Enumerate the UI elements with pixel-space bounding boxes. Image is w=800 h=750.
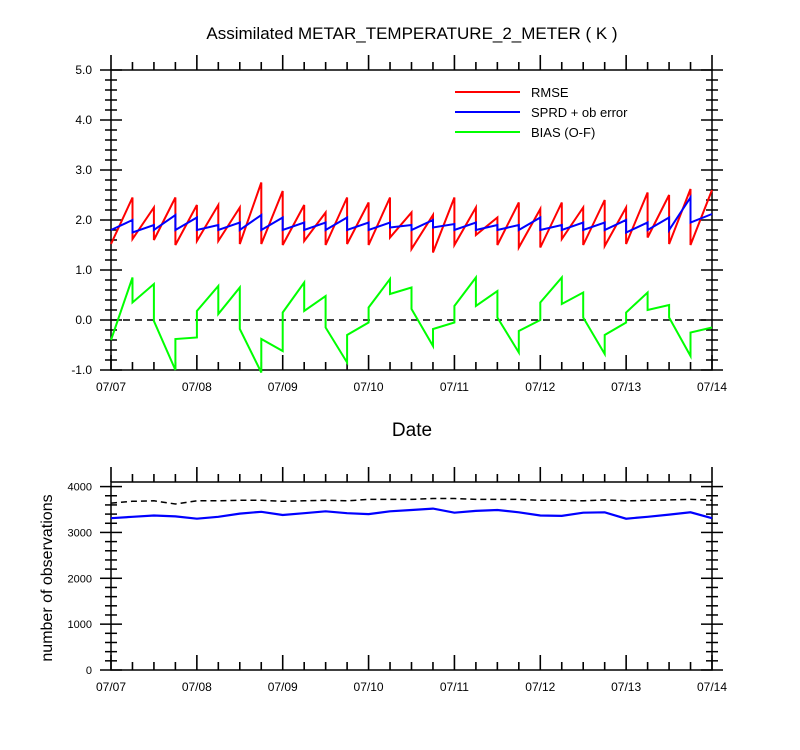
x-tick-label: 07/13 (611, 680, 641, 694)
possible-observations-line (110, 497, 713, 505)
x-tick-label: 07/09 (268, 380, 298, 394)
y-tick-label: 2.0 (75, 213, 92, 227)
y-axis-label-observations: number of observations (39, 494, 56, 661)
x-tick-label: 07/14 (697, 680, 727, 694)
bias-line (110, 274, 713, 373)
y-tick-label: 0.0 (75, 313, 92, 327)
x-tick-label: 07/14 (697, 380, 727, 394)
bottom-panel: 07/07 07/08 07/09 07/10 07/11 07/12 07/13 07/14… (68, 467, 727, 694)
y-tick-label: 3000 (68, 527, 92, 539)
y-tick-label: 3.0 (75, 163, 92, 177)
x-axis-label: Date (392, 420, 432, 441)
x-tick-label: 07/10 (354, 380, 384, 394)
x-tick-label: 07/12 (525, 680, 555, 694)
y-tick-label: 4.0 (75, 113, 92, 127)
x-tick-label: 07/07 (96, 380, 126, 394)
assimilated-observations-line (110, 507, 713, 520)
y-tick-label: 2000 (68, 573, 92, 585)
y-tick-label: -1.0 (71, 363, 92, 377)
legend-label: BIAS (O-F) (531, 125, 595, 140)
x-tick-label: 07/08 (182, 380, 212, 394)
x-tick-label: 07/07 (96, 680, 126, 694)
y-tick-label: 1.0 (75, 263, 92, 277)
top-panel: 07/07 07/08 07/09 07/10 07/11 07/12 07/13 07/14… (71, 55, 727, 394)
x-tick-label: 07/09 (268, 680, 298, 694)
rmse-line (110, 182, 713, 253)
legend: RMSE SPRD + ob error BIAS (O-F) (455, 85, 628, 140)
x-tick-label: 07/10 (354, 680, 384, 694)
legend-label: SPRD + ob error (531, 105, 628, 120)
y-tick-label: 0 (86, 665, 92, 677)
y-tick-label: 5.0 (75, 63, 92, 77)
y-tick-label: 1000 (68, 619, 92, 631)
x-tick-label: 07/11 (440, 380, 469, 394)
x-tick-label: 07/12 (525, 380, 555, 394)
legend-label: RMSE (531, 85, 569, 100)
y-tick-label: 4000 (68, 482, 92, 494)
x-tick-label: 07/13 (611, 380, 641, 394)
x-tick-label: 07/08 (182, 680, 212, 694)
chart-title: Assimilated METAR_TEMPERATURE_2_METER ( … (206, 24, 617, 43)
x-tick-label: 07/11 (440, 680, 469, 694)
sprd-ob-error-line (110, 194, 713, 235)
